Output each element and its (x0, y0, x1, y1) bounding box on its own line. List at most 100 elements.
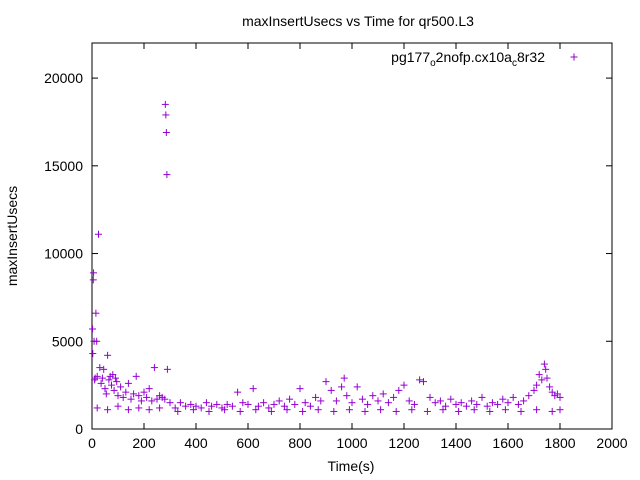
data-point (265, 404, 273, 412)
chart-title: maxInsertUsecs vs Time for qr500.L3 (242, 13, 474, 29)
data-point (111, 374, 119, 382)
data-point (124, 379, 132, 387)
data-point (156, 404, 164, 412)
data-point (145, 385, 153, 393)
data-point (517, 407, 525, 415)
data-point (135, 392, 143, 400)
data-point (182, 402, 190, 410)
data-point (330, 407, 338, 415)
data-point (486, 407, 494, 415)
data-point (345, 406, 353, 414)
data-point (317, 397, 325, 405)
y-axis-label: maxInsertUsecs (4, 186, 20, 286)
y-axis: 0 5000 10000 15000 20000 (44, 70, 612, 437)
data-point (89, 276, 97, 284)
data-point (408, 406, 416, 414)
data-point (332, 397, 340, 405)
data-point (533, 406, 541, 414)
data-point (109, 371, 117, 379)
data-point (379, 390, 387, 398)
data-point (455, 407, 463, 415)
data-point (101, 385, 109, 393)
data-point (176, 399, 184, 407)
data-point (143, 393, 151, 401)
data-point (108, 381, 115, 389)
data-point (423, 407, 431, 415)
y-tick-label: 10000 (44, 246, 83, 262)
data-point (174, 407, 182, 415)
data-point (93, 404, 101, 412)
data-point (447, 395, 455, 403)
data-point (113, 378, 121, 386)
data-point (392, 407, 400, 415)
x-tick-label: 400 (184, 435, 208, 451)
data-point (140, 388, 148, 396)
data-point (405, 397, 413, 405)
data-point (122, 388, 130, 396)
data-point (291, 400, 299, 408)
data-point (105, 376, 113, 384)
data-point (280, 402, 288, 410)
data-point (114, 402, 122, 410)
data-point (132, 372, 140, 380)
data-point (340, 374, 348, 382)
data-point (208, 402, 216, 410)
data-point (260, 399, 268, 407)
data-point (104, 351, 112, 359)
data-point (488, 399, 496, 407)
data-point (361, 407, 369, 415)
data-point (148, 397, 156, 405)
data-points (89, 100, 564, 415)
data-point (110, 386, 118, 394)
data-point (442, 402, 450, 410)
data-point (239, 399, 247, 407)
data-point (91, 376, 99, 384)
data-point (283, 406, 291, 414)
data-point (312, 393, 320, 401)
data-point (92, 309, 100, 317)
data-point (104, 406, 112, 414)
data-point (228, 402, 236, 410)
data-point (234, 388, 242, 396)
data-point (473, 400, 481, 408)
data-point (538, 376, 546, 384)
data-point (163, 365, 171, 373)
legend-marker (570, 53, 578, 61)
data-point (470, 406, 478, 414)
data-point (95, 230, 102, 238)
data-point (483, 402, 491, 410)
data-point (452, 400, 460, 408)
data-point (197, 404, 205, 412)
data-point (301, 399, 309, 407)
data-point (556, 393, 564, 401)
data-point (161, 100, 169, 108)
data-point (400, 381, 408, 389)
data-point (306, 402, 314, 410)
data-point (223, 400, 231, 408)
data-point (556, 406, 564, 414)
data-point (163, 171, 171, 179)
data-point (499, 395, 507, 403)
data-point (358, 395, 366, 403)
data-point (124, 406, 132, 414)
x-tick-label: 1200 (388, 435, 419, 451)
data-point (369, 392, 377, 400)
data-point (327, 386, 335, 394)
data-point (436, 397, 444, 405)
data-point (353, 383, 361, 391)
data-point (548, 388, 556, 396)
data-point (117, 383, 125, 391)
y-tick-label: 20000 (44, 70, 83, 86)
data-point (514, 400, 522, 408)
data-point (202, 399, 210, 407)
data-point (267, 407, 275, 415)
data-point (205, 407, 213, 415)
data-point (252, 406, 260, 414)
data-point (540, 360, 548, 368)
data-point (161, 395, 169, 403)
data-point (236, 407, 244, 415)
x-axis-label: Time(s) (328, 458, 375, 474)
data-point (150, 364, 158, 372)
data-point (90, 269, 98, 277)
